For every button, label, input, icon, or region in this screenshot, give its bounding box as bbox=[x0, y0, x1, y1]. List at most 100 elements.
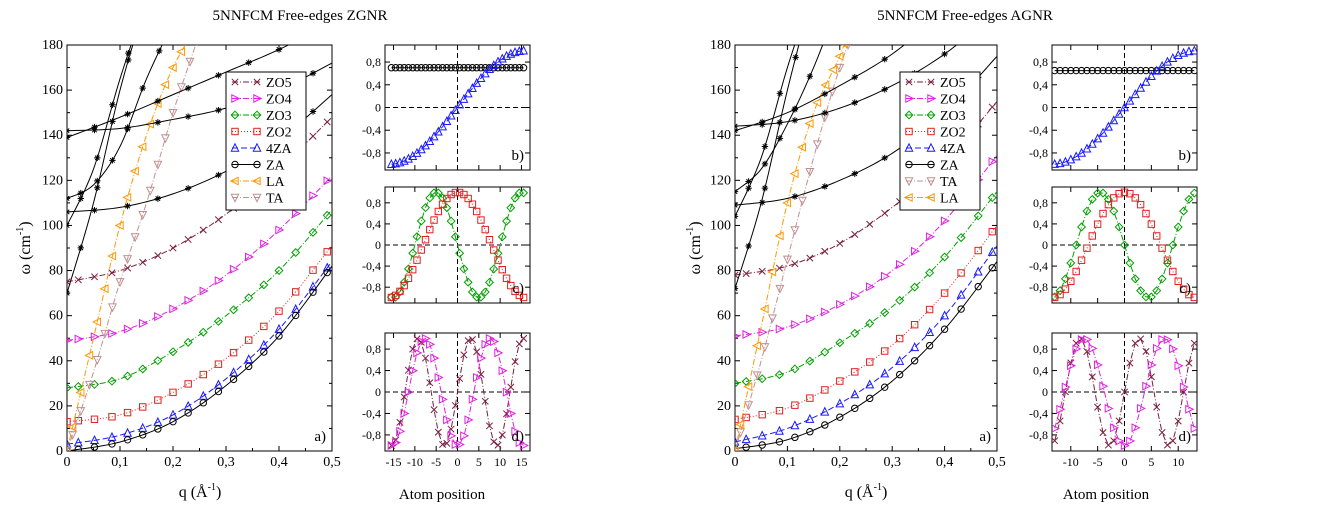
data-point bbox=[476, 72, 486, 82]
data-point bbox=[1189, 45, 1197, 55]
legend-entry-zo4: ZO4 bbox=[231, 93, 292, 108]
data-point bbox=[463, 277, 473, 287]
data-point bbox=[425, 136, 435, 146]
agnr_mode_c-series-series-0 bbox=[1052, 188, 1197, 302]
agnr_mode_d-series-series-1 bbox=[1052, 334, 1197, 451]
data-point bbox=[1055, 158, 1065, 168]
data-point bbox=[1061, 66, 1070, 75]
data-point bbox=[154, 119, 162, 126]
data-point bbox=[742, 269, 750, 278]
data-point bbox=[185, 57, 195, 67]
legend-label: ZO2 bbox=[266, 126, 292, 141]
data-point bbox=[168, 347, 178, 357]
data-point bbox=[184, 409, 192, 417]
data-point bbox=[421, 235, 430, 244]
data-point bbox=[1083, 334, 1093, 344]
data-point bbox=[1142, 381, 1152, 391]
data-point bbox=[821, 109, 829, 117]
data-point bbox=[450, 232, 460, 242]
data-point bbox=[791, 193, 799, 200]
data-point bbox=[776, 119, 784, 126]
x-tick-label: 10 bbox=[494, 455, 506, 469]
legend-entry-la: LA bbox=[229, 175, 286, 190]
data-point bbox=[502, 64, 511, 72]
data-point bbox=[130, 233, 140, 243]
data-point bbox=[1152, 65, 1162, 75]
data-point bbox=[790, 226, 800, 236]
data-point bbox=[430, 216, 438, 224]
y-tick-label: 140 bbox=[710, 128, 731, 143]
legend-box bbox=[225, 71, 307, 211]
data-point bbox=[774, 231, 784, 241]
legend-label: ZO4 bbox=[266, 93, 292, 108]
legend-entry-za: ZA bbox=[231, 159, 286, 174]
data-point bbox=[507, 408, 517, 419]
data-point bbox=[735, 201, 739, 209]
data-point bbox=[940, 216, 950, 226]
series-line bbox=[67, 45, 197, 451]
data-point bbox=[975, 24, 981, 30]
data-point bbox=[477, 216, 485, 224]
legend-label: TA bbox=[940, 175, 958, 190]
data-point bbox=[866, 282, 876, 292]
data-point bbox=[433, 188, 443, 198]
data-point bbox=[845, 22, 852, 29]
zgnr_mode_c-series-series-0 bbox=[386, 188, 529, 302]
agnr_mode_d-chart: -0,8 -0,4 0 0,4 0,8 -10 -5 0 5 10 d) bbox=[1029, 332, 1198, 469]
data-point bbox=[1179, 206, 1189, 216]
data-point bbox=[450, 104, 460, 114]
data-point bbox=[468, 394, 478, 404]
data-point bbox=[275, 225, 285, 235]
data-point bbox=[391, 292, 401, 302]
series-line bbox=[67, 45, 134, 294]
legend-entry-la: LA bbox=[903, 192, 960, 207]
data-point bbox=[498, 64, 506, 72]
data-point bbox=[1072, 66, 1080, 75]
y-tick-label: 0 bbox=[375, 101, 381, 115]
data-point bbox=[910, 282, 920, 292]
data-point bbox=[439, 440, 447, 448]
data-point bbox=[115, 278, 125, 288]
data-point bbox=[806, 254, 814, 262]
data-point bbox=[429, 188, 439, 198]
data-point bbox=[90, 332, 100, 342]
data-point bbox=[154, 425, 162, 433]
x-tick-label: 5 bbox=[1148, 455, 1154, 469]
data-point bbox=[1110, 66, 1118, 75]
data-point bbox=[836, 413, 844, 421]
data-point bbox=[108, 329, 118, 339]
data-point bbox=[391, 64, 400, 72]
data-point bbox=[1147, 220, 1156, 228]
data-point bbox=[400, 408, 410, 419]
data-point bbox=[124, 202, 131, 210]
series-line bbox=[1054, 338, 1195, 447]
data-point bbox=[1142, 209, 1150, 218]
data-point bbox=[1119, 240, 1130, 250]
data-point bbox=[429, 131, 439, 141]
data-point bbox=[866, 394, 874, 403]
data-point bbox=[451, 64, 460, 72]
data-point bbox=[757, 430, 767, 440]
data-point bbox=[141, 4, 147, 10]
zgnr_dispersion-series-series-12 bbox=[67, 45, 134, 297]
data-point bbox=[1115, 417, 1123, 425]
data-point bbox=[507, 64, 515, 72]
data-point bbox=[472, 207, 481, 216]
data-point bbox=[806, 73, 814, 80]
data-point bbox=[403, 153, 413, 163]
data-point bbox=[74, 276, 82, 284]
data-point bbox=[125, 56, 132, 64]
data-point bbox=[1104, 200, 1113, 209]
data-point bbox=[309, 288, 317, 296]
data-point bbox=[1179, 285, 1188, 293]
zgnr_mode_d-panel-label: d) bbox=[512, 429, 525, 445]
data-point bbox=[782, 198, 792, 208]
legend-swatch-marker bbox=[252, 142, 262, 152]
data-point bbox=[1115, 436, 1125, 446]
data-point bbox=[1141, 76, 1151, 86]
data-point bbox=[775, 324, 785, 334]
data-point bbox=[433, 126, 443, 136]
data-point bbox=[446, 110, 456, 120]
data-point bbox=[1136, 200, 1145, 209]
